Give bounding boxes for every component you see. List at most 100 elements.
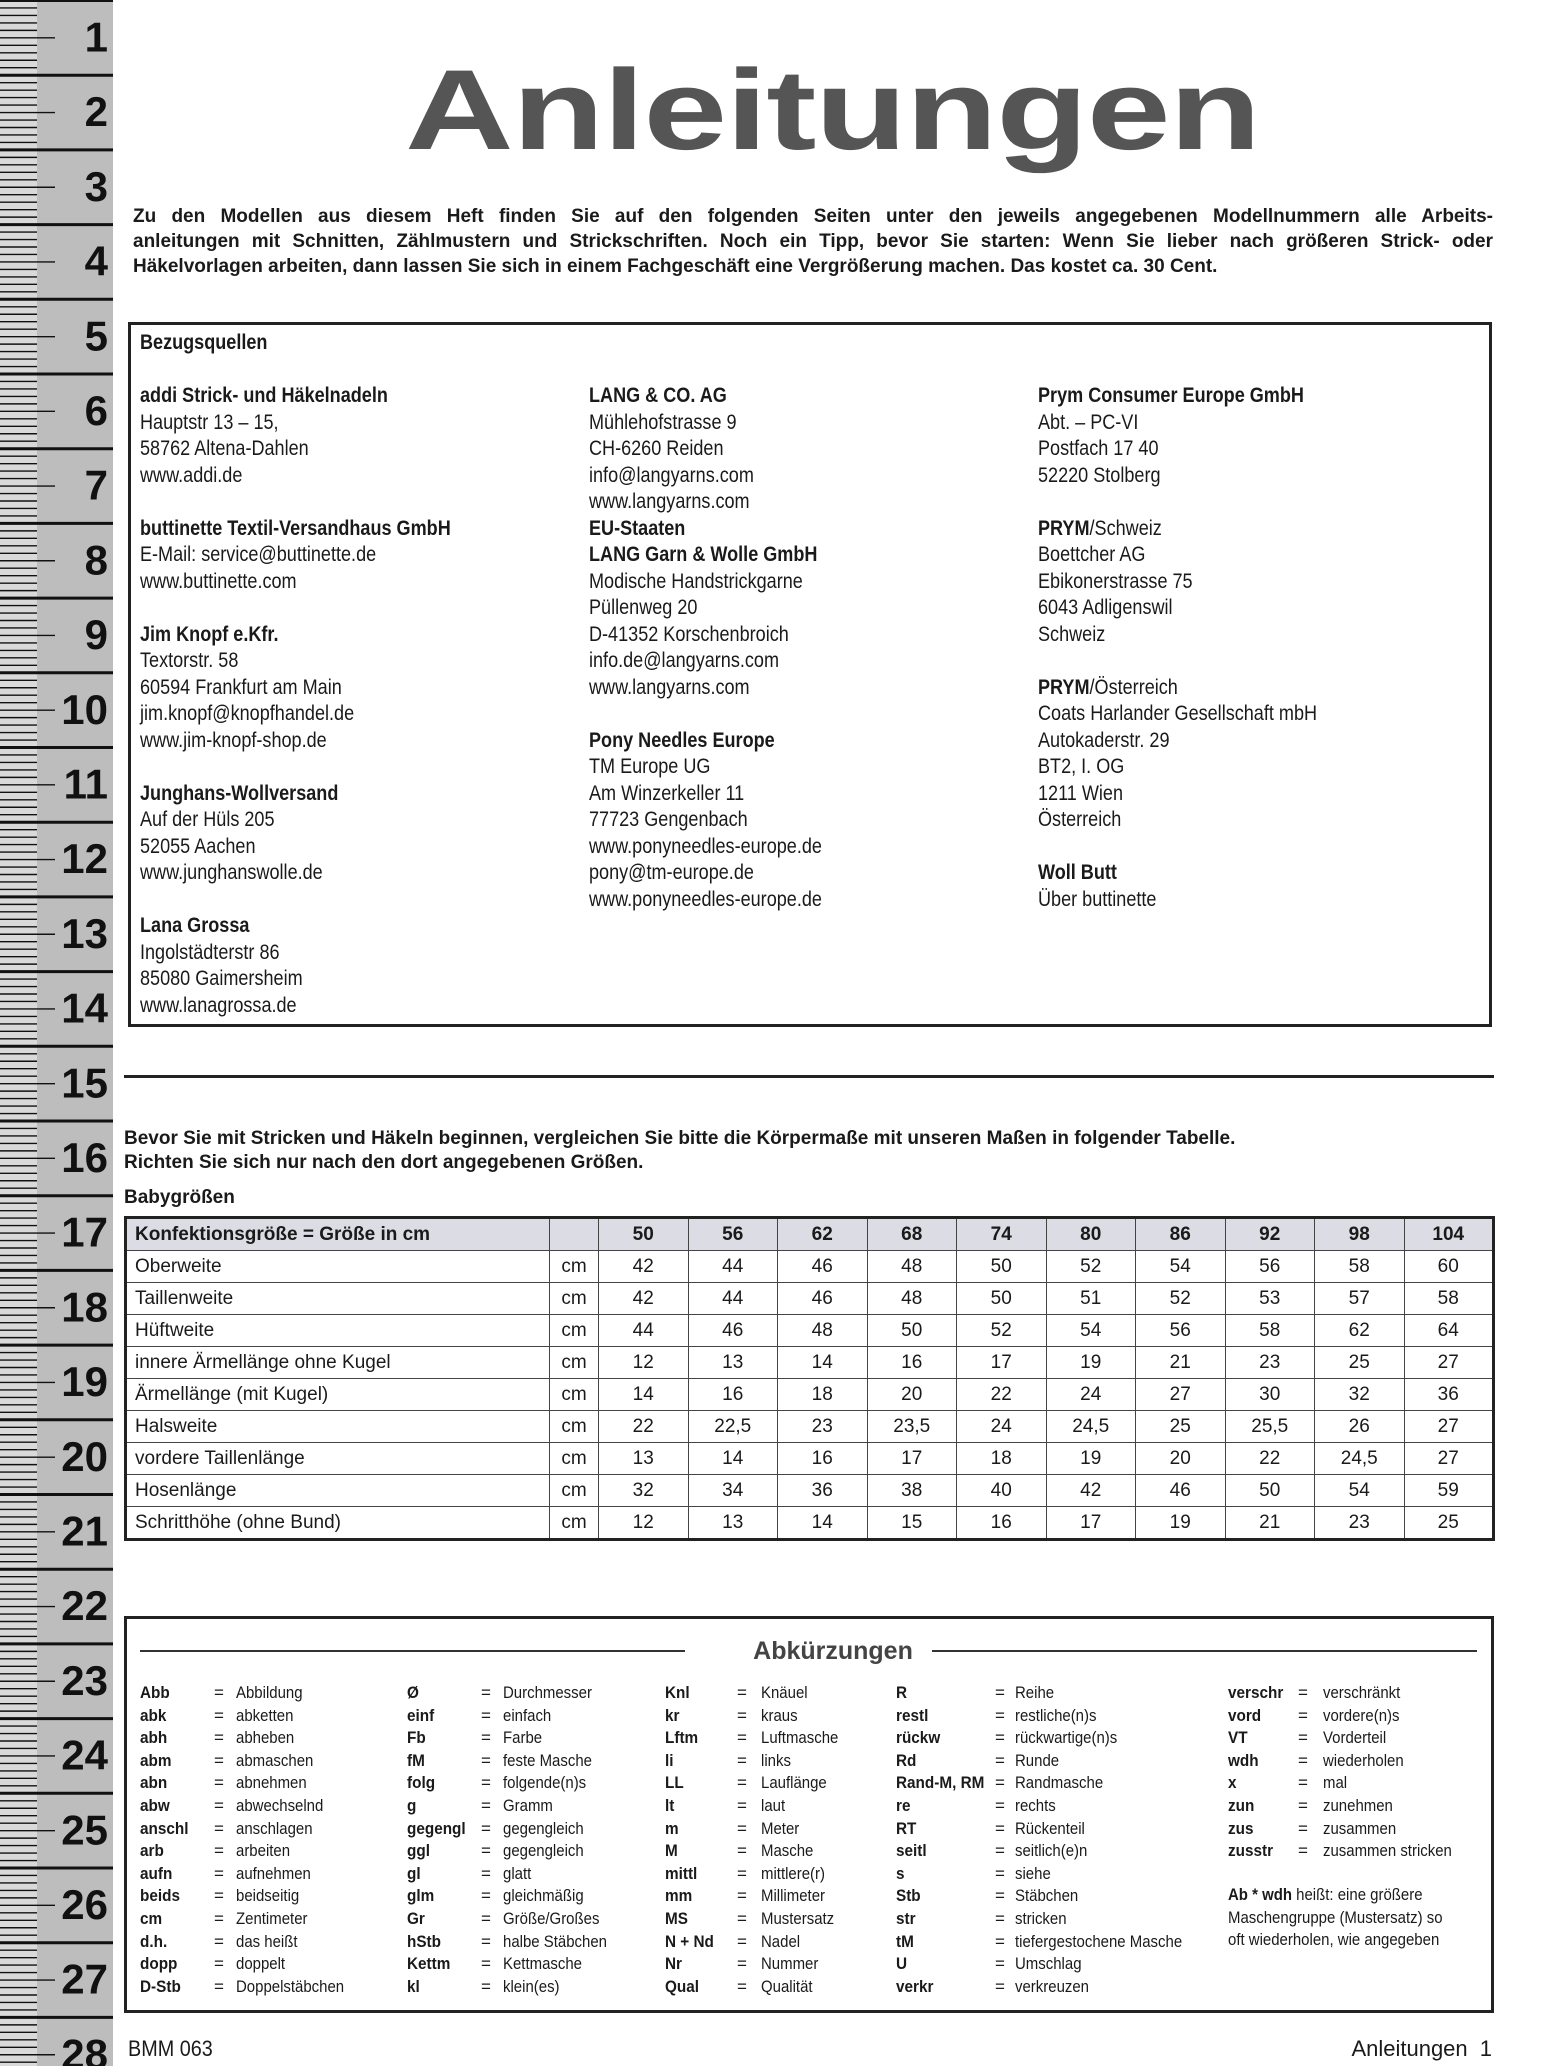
title: Anleitungen: [405, 47, 1261, 174]
supplier-name-line: Pony Needles Europe: [589, 728, 822, 755]
abbr-meaning: das heißt: [236, 1931, 298, 1951]
abbr-equals: =: [1298, 1773, 1308, 1793]
abbr-equals: =: [481, 1976, 491, 1996]
cell: 23,5: [866, 1410, 957, 1443]
cell: 25: [1314, 1346, 1405, 1379]
ruler-number: 8: [85, 536, 108, 583]
supplier-name-line: Lana Grossa: [140, 913, 451, 940]
ruler-number: 12: [61, 835, 108, 882]
supplier-name-line: Prym Consumer Europe GmbH: [1038, 383, 1317, 410]
supplier: Jim Knopf e.Kfr. Textorstr. 58 60594 Frank…: [140, 622, 451, 755]
abbr-equals: =: [737, 1796, 747, 1815]
cell: 20: [1135, 1442, 1226, 1475]
supplier-line: D-41352 Korschenbroich: [589, 622, 789, 646]
supplier-column: addi Strick- und Häkelnadeln Hauptstr 13 …: [140, 383, 451, 1046]
abbr: ggl: [407, 1841, 430, 1861]
cell: 18: [777, 1378, 868, 1411]
abbr-meaning: Größe/Großes: [503, 1909, 600, 1928]
abbr: R: [896, 1683, 908, 1702]
abbr-meaning: Stäbchen: [1015, 1886, 1079, 1906]
cell: 14: [687, 1442, 778, 1475]
abbr-equals: =: [995, 1886, 1005, 1906]
abbr-meaning: Mustersatz: [761, 1909, 835, 1928]
abbr-equals: =: [481, 1773, 491, 1793]
header-cell: 56: [687, 1217, 778, 1251]
abbr-equals: =: [214, 1818, 224, 1838]
cell: 17: [956, 1346, 1047, 1379]
abbr-meaning: kraus: [761, 1705, 798, 1725]
supplier-line: Postfach 17 40: [1038, 437, 1159, 460]
row-label: Ärmellänge (mit Kugel): [125, 1378, 550, 1411]
abbr-equals: =: [481, 1841, 491, 1861]
cell: 50: [956, 1250, 1047, 1283]
abbr: anschl: [140, 1818, 189, 1838]
supplier-line: 60594 Frankfurt am Main: [140, 675, 342, 699]
cell: 27: [1403, 1346, 1494, 1379]
cell: 24,5: [1045, 1410, 1136, 1443]
abbr-equals: =: [481, 1796, 491, 1815]
abbr: aufn: [140, 1863, 173, 1883]
ruler-number: 6: [85, 387, 108, 434]
abbr: m: [665, 1818, 679, 1838]
supplier-name-line: Jim Knopf e.Kfr.: [140, 622, 451, 649]
cell: 20: [866, 1378, 957, 1411]
header-cell: 50: [598, 1217, 689, 1251]
abbr: MS: [665, 1909, 688, 1928]
supplier-line: Püllenweg 20: [589, 596, 698, 619]
abbr-meaning: arbeiten: [236, 1841, 291, 1861]
intro-line: Häkelvorlagen arbeiten, dann lassen Sie …: [133, 256, 1218, 277]
supplier: Prym Consumer Europe GmbH Abt. – PC-VI Pos…: [1038, 383, 1317, 489]
ruler-number: 13: [61, 910, 108, 957]
abbr-meaning: rechts: [1015, 1796, 1056, 1815]
abbr: fM: [407, 1750, 425, 1770]
cell: 44: [687, 1250, 778, 1283]
table-row: Hosenlänge cm 32 34 36 38 40 42 46 50 54 59: [125, 1474, 1494, 1507]
supplier: buttinette Textil-Versandhaus GmbH E-Mail…: [140, 516, 451, 596]
table-row: Ärmellänge (mit Kugel) cm 14 16 18 20 22 24 27 30…: [125, 1378, 1494, 1411]
ruler-number: 24: [61, 1732, 108, 1779]
header-cell: 68: [866, 1217, 957, 1251]
abbr-equals: =: [995, 1954, 1005, 1974]
cell: 50: [1224, 1474, 1315, 1507]
cell: 22: [598, 1410, 689, 1443]
supplier-line: www.jim-knopf-shop.de: [140, 728, 327, 752]
abbr-meaning: Farbe: [503, 1728, 543, 1748]
table-row: Oberweite cm 42 44 46 48 50 52 54 56 58 60: [125, 1250, 1494, 1283]
cell: 48: [866, 1282, 957, 1315]
abbr-equals: =: [481, 1750, 491, 1770]
abbr-meaning: Meter: [761, 1818, 800, 1838]
abbr-equals: =: [995, 1683, 1005, 1702]
table-row: Taillenweite cm 42 44 46 48 50 51 52 53 57 58: [125, 1282, 1494, 1315]
cell: 30: [1224, 1378, 1315, 1411]
abbr: abn: [140, 1773, 168, 1793]
supplier-line: Auf der Hüls 205: [140, 808, 275, 831]
abbr: abm: [140, 1750, 172, 1770]
abbr-equals: =: [737, 1976, 747, 1996]
intro-line: anleitungen mit Schnitten, Zählmustern u…: [133, 231, 1493, 252]
abbr: abh: [140, 1728, 168, 1748]
abbr-meaning: Runde: [1015, 1750, 1060, 1770]
cell: 51: [1045, 1282, 1136, 1315]
supplier-line: www.ponyneedles-europe.de: [589, 834, 822, 858]
abbr: Stb: [896, 1886, 921, 1906]
row-label: Halsweite: [125, 1410, 550, 1443]
cell: 48: [777, 1314, 868, 1347]
supplier-name-line: PRYM/Österreich: [1038, 675, 1317, 702]
row-unit: cm: [549, 1250, 599, 1283]
row-label: Schritthöhe (ohne Bund): [125, 1506, 550, 1540]
abbr-equals: =: [995, 1705, 1005, 1725]
cell: 16: [777, 1442, 868, 1475]
header-cell: 74: [956, 1217, 1047, 1251]
cell: 16: [687, 1378, 778, 1411]
cell: 19: [1045, 1346, 1136, 1379]
cell: 23: [777, 1410, 868, 1443]
supplier-line: Autokaderstr. 29: [1038, 728, 1170, 752]
abbr-meaning: abmaschen: [236, 1750, 314, 1770]
supplier: Junghans-Wollversand Auf der Hüls 205 5205…: [140, 781, 451, 887]
abbr-equals: =: [481, 1728, 491, 1748]
row-unit: cm: [549, 1410, 599, 1443]
cell: 24,5: [1314, 1442, 1405, 1475]
header-cell: 62: [777, 1217, 868, 1251]
abbr: str: [896, 1909, 916, 1928]
supplier-line: Abt. – PC-VI: [1038, 410, 1139, 434]
